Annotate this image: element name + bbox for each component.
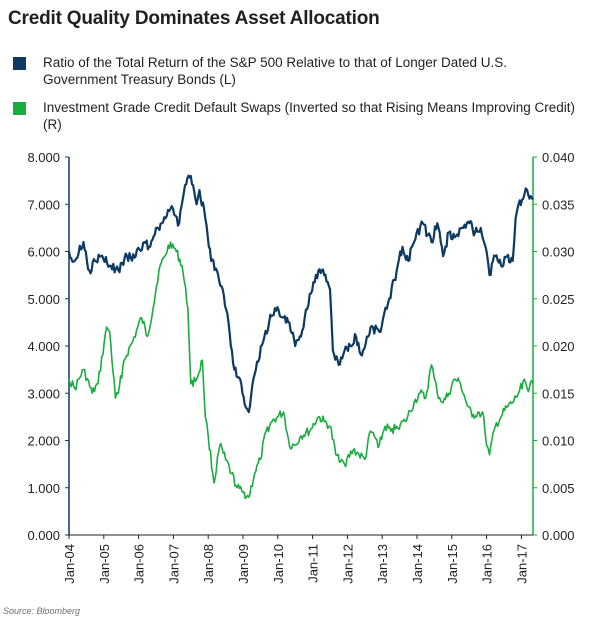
- y-left-tick-label: 5.000: [27, 292, 60, 307]
- legend-label-cds: Investment Grade Credit Default Swaps (I…: [43, 100, 575, 132]
- y-right-tick-label: 0.000: [542, 528, 575, 543]
- y-right-tick-label: 0.040: [542, 150, 575, 165]
- y-left-tick-label: 2.000: [27, 434, 60, 449]
- x-tick-label: Jan-17: [514, 544, 529, 584]
- y-right-tick-label: 0.020: [542, 339, 575, 354]
- series-line-cds: [68, 241, 534, 500]
- y-right-tick-label: 0.030: [542, 245, 575, 260]
- x-tick-label: Jan-07: [166, 544, 181, 584]
- y-left-tick-label: 4.000: [27, 339, 60, 354]
- source-note: Source: Bloomberg: [3, 606, 81, 616]
- x-tick-label: Jan-14: [410, 544, 425, 584]
- x-tick-label: Jan-13: [375, 544, 390, 584]
- x-tick-label: Jan-08: [201, 544, 216, 584]
- x-tick-label: Jan-09: [236, 544, 251, 584]
- chart-title: Credit Quality Dominates Asset Allocatio…: [8, 8, 380, 29]
- y-left-tick-label: 3.000: [27, 386, 60, 401]
- x-tick-label: Jan-11: [306, 544, 321, 583]
- x-tick-label: Jan-12: [340, 544, 355, 584]
- y-right-tick-label: 0.025: [542, 292, 575, 307]
- x-tick-label: Jan-05: [97, 544, 112, 584]
- y-left-tick-label: 6.000: [27, 245, 60, 260]
- y-right-tick-label: 0.035: [542, 197, 575, 212]
- legend-swatch-sp-ratio: [13, 57, 26, 70]
- y-left-tick-label: 7.000: [27, 197, 60, 212]
- y-left-tick-label: 0.000: [27, 528, 60, 543]
- x-tick-label: Jan-10: [271, 544, 286, 584]
- legend-item-sp-ratio: Ratio of the Total Return of the S&P 500…: [13, 54, 583, 88]
- x-tick-label: Jan-15: [445, 544, 460, 584]
- series-line-sp-ratio: [67, 174, 534, 414]
- y-right-tick-label: 0.015: [542, 386, 575, 401]
- x-tick-label: Jan-04: [62, 544, 77, 584]
- x-tick-label: Jan-16: [480, 544, 495, 584]
- legend-label-sp-ratio: Ratio of the Total Return of the S&P 500…: [43, 55, 508, 87]
- y-left-tick-label: 1.000: [27, 481, 60, 496]
- y-right-tick-label: 0.005: [542, 481, 575, 496]
- y-left-tick-label: 8.000: [27, 150, 60, 165]
- y-right-tick-label: 0.010: [542, 434, 575, 449]
- x-tick-label: Jan-06: [132, 544, 147, 584]
- legend-swatch-cds: [13, 102, 26, 115]
- legend-item-cds: Investment Grade Credit Default Swaps (I…: [13, 99, 583, 133]
